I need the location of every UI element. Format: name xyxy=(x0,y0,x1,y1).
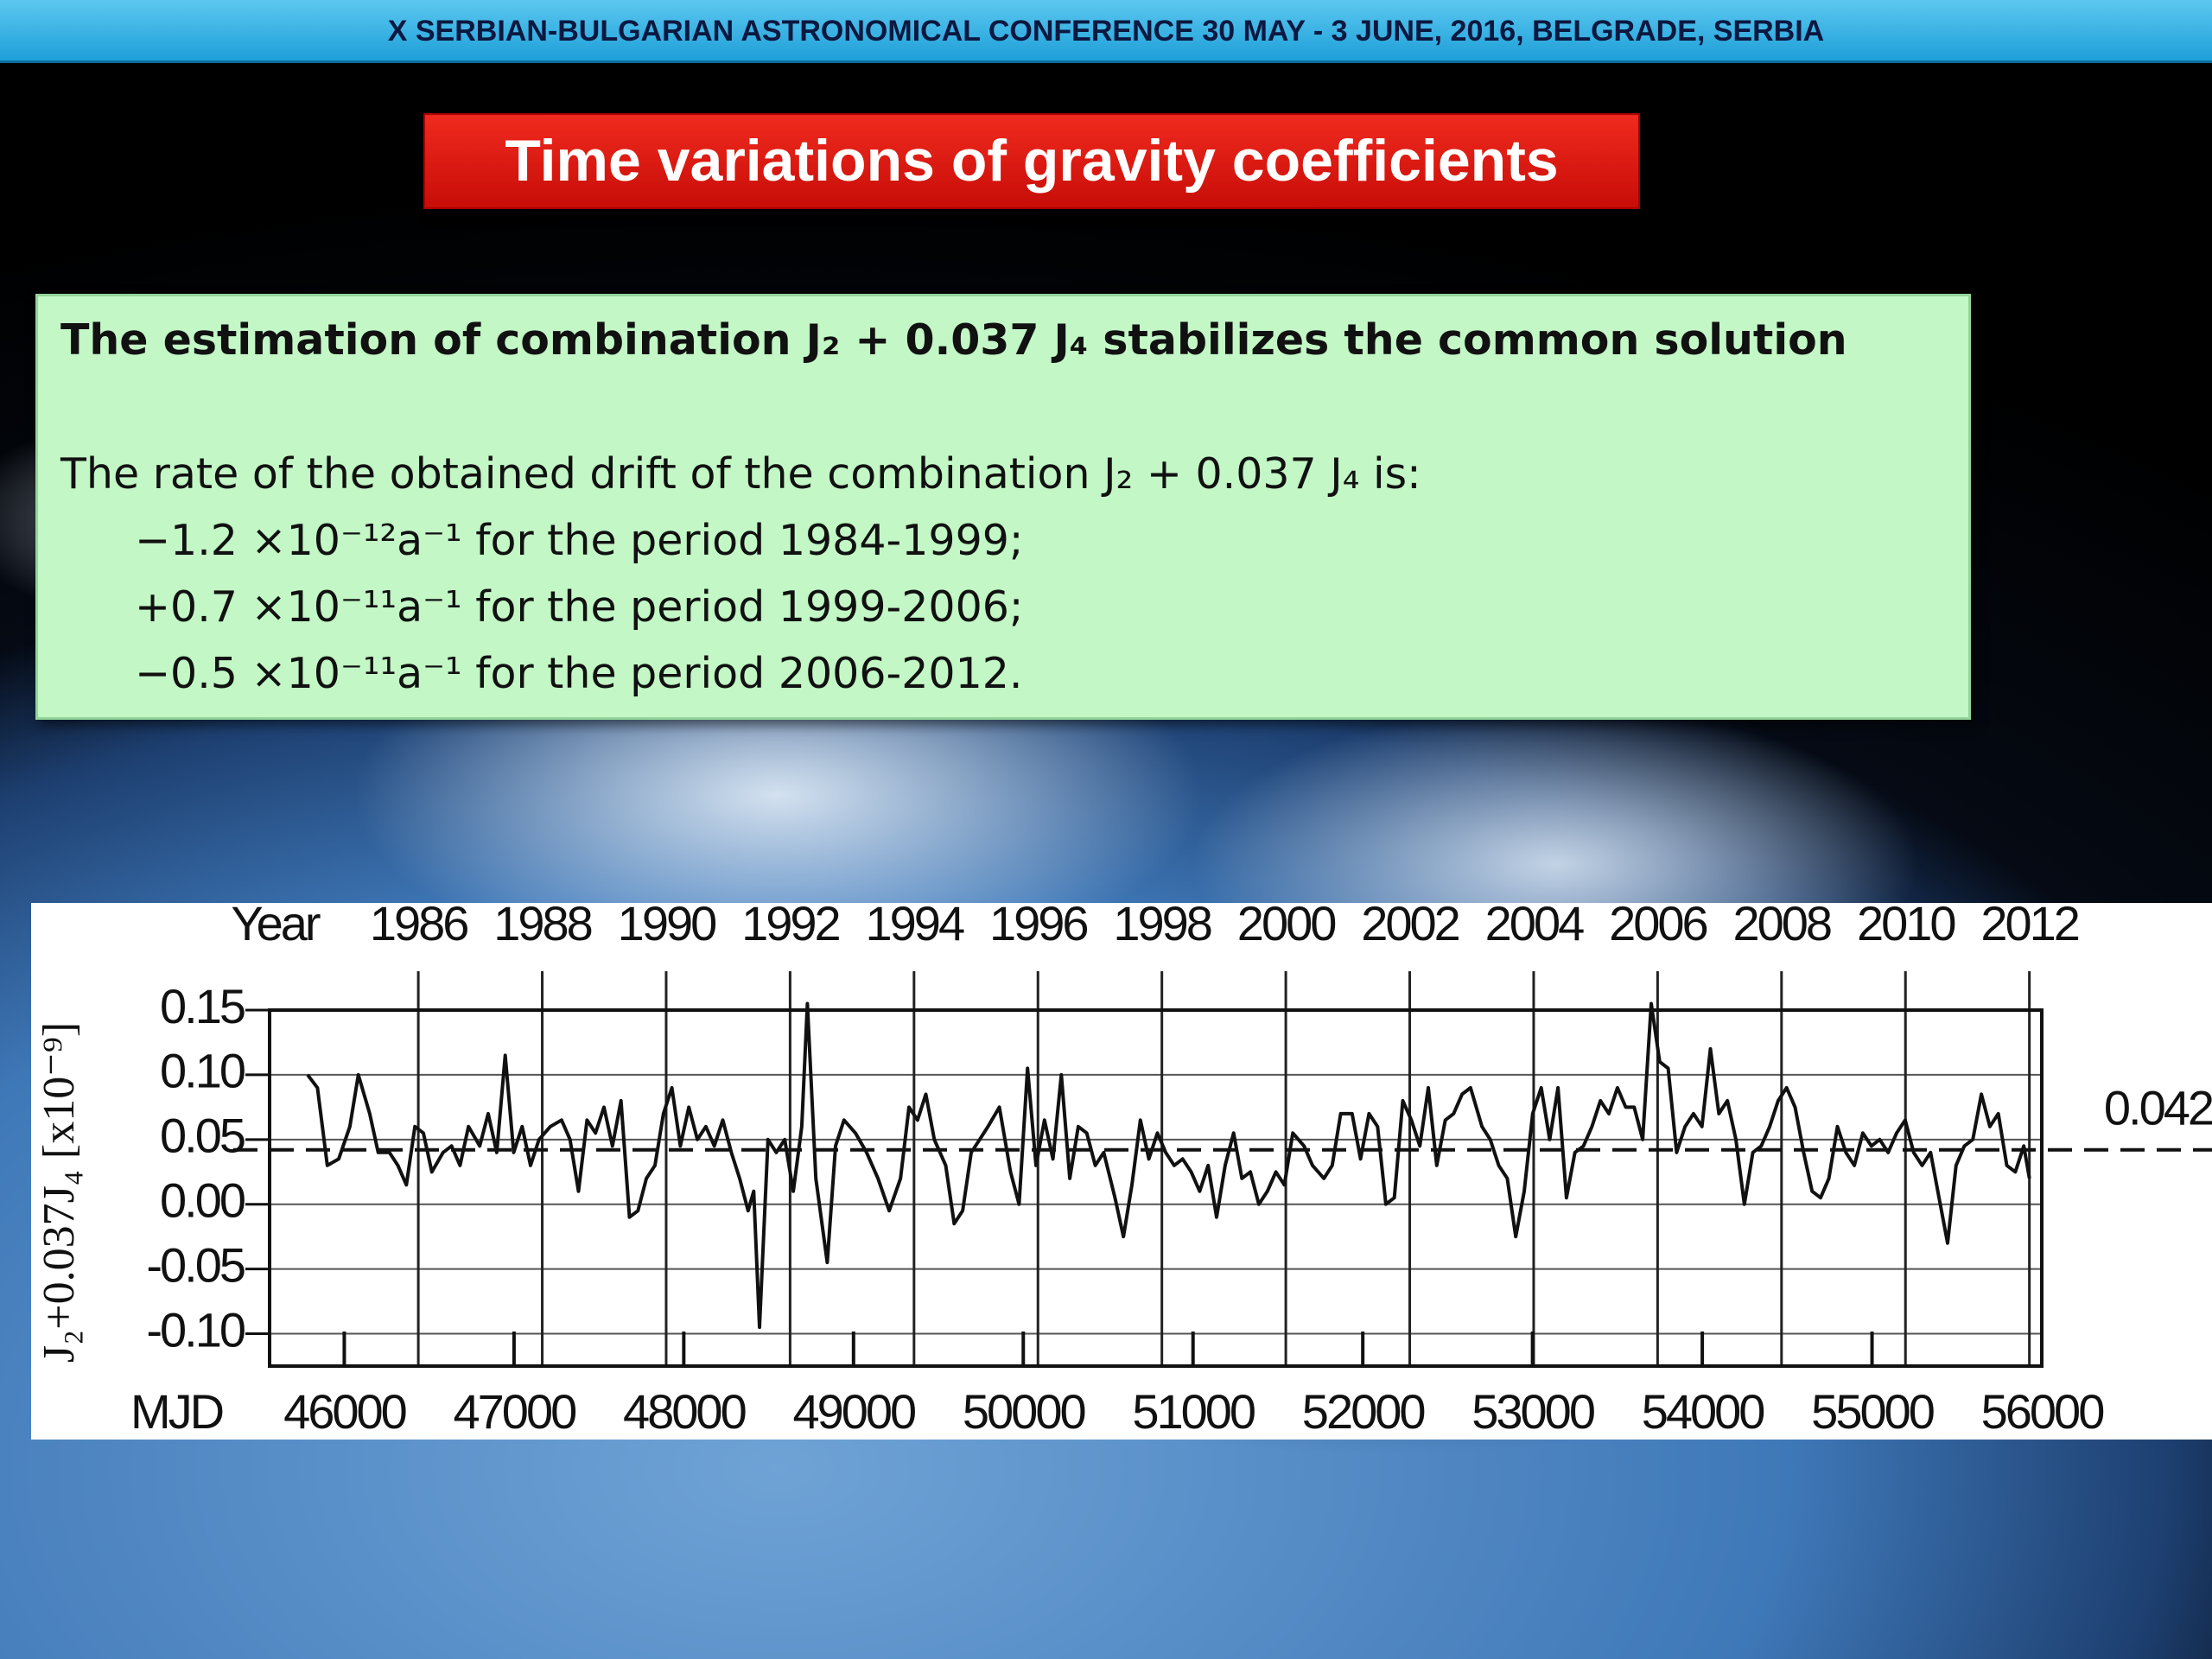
x-tick-label: 51000 xyxy=(1132,1384,1255,1439)
x2-tick-label: 1988 xyxy=(493,896,591,950)
x2-tick-label: 2008 xyxy=(1733,896,1831,950)
x2-tick-label: 2010 xyxy=(1857,896,1955,950)
y-tick-label: -0.10 xyxy=(146,1302,244,1357)
reference-label: 0.042 xyxy=(2104,1081,2212,1135)
y-axis-label: J₂+0.037J₄ [x10⁻⁹] xyxy=(35,1022,84,1363)
x-tick-label: 54000 xyxy=(1642,1384,1764,1439)
y-tick-label: 0.15 xyxy=(160,979,245,1033)
x2-tick-label: 1996 xyxy=(989,896,1087,950)
box-line: −1.2 ×10⁻¹²a⁻¹ for the period 1984-1999; xyxy=(135,516,1024,565)
x-tick-label: 56000 xyxy=(1981,1384,2104,1439)
x2-tick-label: 2002 xyxy=(1361,896,1459,950)
box-heading: The estimation of combination J₂ + 0.037… xyxy=(60,315,1847,365)
text-box: The estimation of combination J₂ + 0.037… xyxy=(35,294,1971,720)
conference-header: X SERBIAN-BULGARIAN ASTRONOMICAL CONFERE… xyxy=(0,0,2212,63)
x2-tick-label: 2000 xyxy=(1237,896,1335,950)
x-tick-label: 46000 xyxy=(283,1384,406,1439)
x2-tick-label: 1994 xyxy=(866,896,964,950)
x2-tick-label: 2004 xyxy=(1485,896,1584,950)
x-tick-label: 53000 xyxy=(1471,1384,1594,1439)
x-tick-label: 47000 xyxy=(454,1384,576,1439)
box-line: +0.7 ×10⁻¹¹a⁻¹ for the period 1999-2006; xyxy=(135,582,1024,632)
x2-tick-label: 1992 xyxy=(741,896,839,950)
box-line: −0.5 ×10⁻¹¹a⁻¹ for the period 2006-2012. xyxy=(135,649,1023,698)
y-tick-label: -0.05 xyxy=(146,1237,244,1292)
slide-title: Time variations of gravity coefficients xyxy=(423,113,1640,209)
data-line xyxy=(306,1001,2031,1330)
x-axis-label: MJD xyxy=(130,1384,223,1439)
x2-tick-label: 2006 xyxy=(1609,896,1707,950)
x-tick-label: 52000 xyxy=(1302,1384,1425,1439)
y-tick-label: 0.00 xyxy=(160,1173,245,1228)
y-tick-label: 0.10 xyxy=(160,1044,245,1098)
box-line: The rate of the obtained drift of the co… xyxy=(60,449,1421,499)
x2-tick-label: 1998 xyxy=(1113,896,1211,950)
x2-tick-label: 2012 xyxy=(1980,896,2078,950)
x2-tick-label: 1990 xyxy=(618,896,715,950)
x-tick-label: 48000 xyxy=(623,1384,746,1439)
x-tick-label: 50000 xyxy=(963,1384,1085,1439)
plot-frame xyxy=(268,1008,2044,1368)
x-tick-label: 49000 xyxy=(792,1384,915,1439)
chart-background xyxy=(31,903,2212,1440)
x-tick-label: 55000 xyxy=(1811,1384,1934,1439)
x2-axis-label: Year xyxy=(231,896,321,950)
y-tick-label: 0.05 xyxy=(160,1109,245,1163)
x2-tick-label: 1986 xyxy=(370,896,467,950)
